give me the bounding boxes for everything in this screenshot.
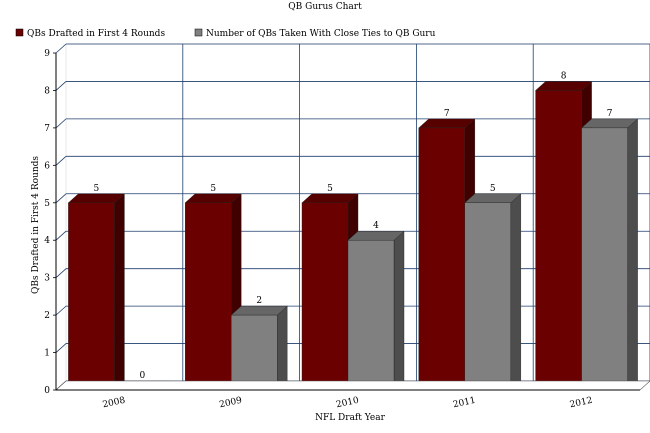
y-tick-label: 0 [44, 386, 50, 396]
chart-title: QB Gurus Chart [288, 2, 362, 12]
plot-floor [55, 380, 650, 391]
x-tick-label: 2010 [335, 396, 360, 411]
gridline-slant [55, 118, 67, 129]
legend-swatch-close-ties [194, 28, 203, 37]
legend-label-close-ties: Number of QBs Taken With Close Ties to Q… [206, 29, 436, 39]
bar-side [510, 193, 521, 391]
data-label: 7 [444, 109, 450, 119]
y-tick-label: 2 [44, 311, 50, 321]
x-axis-title: NFL Draft Year [315, 413, 386, 423]
y-tick-label: 7 [44, 124, 50, 134]
gridline-slant [55, 305, 67, 316]
y-axis-title: QBs Drafted in First 4 Rounds [31, 156, 41, 294]
legend: QBs Drafted in First 4 Rounds Number of … [15, 28, 436, 39]
bar-2009-drafted [184, 193, 242, 391]
bar-2012-close-ties [581, 118, 639, 391]
x-tick-label: 2009 [219, 396, 244, 411]
x-tick-label: 2011 [452, 396, 476, 411]
bar-front [301, 202, 349, 391]
tick-labels: 0 1 2 3 4 5 6 7 8 9 2008 2009 2010 2011 2012 [44, 49, 593, 410]
bar-2009-close-ties [230, 305, 288, 391]
bar-front [347, 240, 395, 391]
bar-front [418, 127, 465, 391]
y-tick-label: 4 [44, 236, 50, 246]
bar-2010-close-ties [347, 230, 405, 391]
data-label: 4 [373, 221, 379, 231]
bar-top [301, 193, 359, 203]
bar-side [393, 230, 405, 391]
data-label: 5 [210, 184, 216, 194]
bar-2011-close-ties [464, 193, 522, 391]
bar-front [464, 202, 511, 391]
bar-side [627, 118, 638, 391]
y-tick-label: 5 [44, 199, 50, 209]
gridline-slant [55, 193, 67, 204]
x-tick-label: 2012 [569, 396, 593, 411]
bar-top [67, 193, 125, 203]
bar-top [184, 193, 242, 203]
bar-top [418, 118, 476, 129]
data-label: 5 [490, 184, 496, 194]
axes [53, 52, 650, 391]
data-label: 2 [256, 296, 262, 306]
y-tick-label: 8 [44, 86, 50, 96]
data-label: 8 [561, 71, 567, 81]
bar-front [184, 202, 232, 391]
data-label: 5 [94, 184, 100, 194]
data-labels: 5 0 5 2 5 4 7 5 8 7 [94, 71, 613, 381]
legend-label-drafted: QBs Drafted in First 4 Rounds [27, 29, 165, 39]
gridline-slant [55, 43, 67, 54]
bar-top [535, 81, 593, 91]
bar-top [230, 305, 288, 316]
y-tick-label: 6 [44, 161, 50, 171]
legend-swatch-drafted [15, 28, 24, 37]
y-tick-label: 3 [44, 274, 50, 284]
data-label: 5 [327, 184, 333, 194]
bar-side [277, 305, 288, 391]
bar-front [230, 314, 278, 391]
gridline-slant [55, 343, 67, 353]
bar-top [581, 118, 639, 129]
gridline-slant [55, 268, 67, 278]
gridline-slant [55, 156, 67, 166]
bar-side [114, 193, 125, 391]
gridline-slant [55, 81, 67, 91]
bar-front [581, 127, 628, 391]
bar-top [347, 231, 405, 241]
bar-top [464, 193, 522, 203]
data-label: 0 [140, 371, 146, 381]
bar-front [68, 202, 115, 391]
bar-front [535, 90, 582, 391]
bar-2008-drafted [67, 193, 125, 391]
x-tick-label: 2008 [102, 396, 127, 411]
data-label: 7 [607, 109, 613, 119]
y-tick-label: 9 [44, 49, 50, 59]
gridline-slant [55, 230, 67, 241]
y-tick-label: 1 [44, 349, 50, 359]
